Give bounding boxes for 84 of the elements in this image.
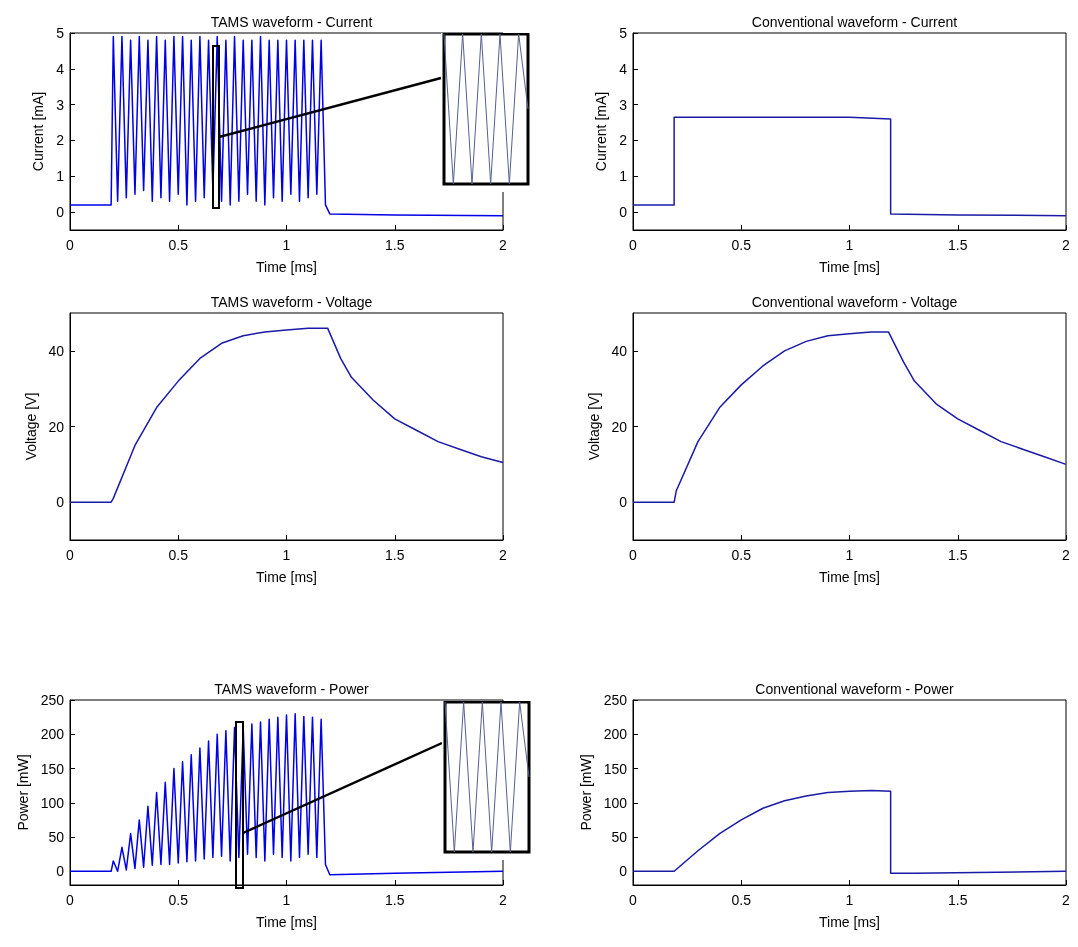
x-tick-label: 1 [282, 237, 291, 253]
line-series [632, 116, 1067, 217]
y-tick-label: 20 [611, 418, 628, 435]
x-axis-title: Time [ms] [819, 259, 880, 275]
line-series [69, 327, 504, 503]
y-tick-label: 2 [56, 132, 65, 149]
y-tick-label: 100 [40, 794, 65, 811]
y-tick-label: 200 [603, 726, 628, 743]
x-axis-title: Time [ms] [819, 914, 880, 930]
x-axis-title: Time [ms] [819, 569, 880, 585]
x-tick-label: 1.5 [385, 237, 405, 253]
y-tick-label: 250 [40, 692, 65, 708]
y-tick-label: 0 [619, 494, 628, 511]
y-tick-label: 4 [56, 60, 65, 77]
y-tick-label: 150 [40, 760, 65, 777]
y-tick-label: 20 [48, 418, 65, 435]
y-tick-label: 5 [619, 25, 628, 41]
x-tick-label: 2 [499, 237, 508, 253]
chart-title: TAMS waveform - Current [210, 14, 373, 30]
x-tick-label: 2 [1062, 237, 1071, 253]
y-axis-title: Voltage [V] [585, 392, 602, 461]
y-tick-label: 200 [40, 726, 65, 743]
x-tick-label: 1 [845, 547, 854, 563]
x-tick-label: 1.5 [948, 547, 968, 563]
y-tick-label: 3 [56, 96, 65, 113]
x-axis-title: Time [ms] [256, 914, 317, 930]
y-tick-label: 50 [48, 829, 65, 846]
y-tick-label: 40 [48, 342, 65, 359]
y-tick-label: 3 [619, 96, 628, 113]
chart-title: TAMS waveform - Power [214, 681, 370, 697]
y-tick-label: 0 [56, 494, 65, 511]
x-tick-label: 0.5 [168, 547, 189, 563]
x-tick-label: 1 [845, 237, 854, 253]
y-tick-label: 0 [619, 204, 628, 221]
x-tick-label: 0.5 [731, 892, 752, 908]
x-tick-label: 1.5 [385, 892, 405, 908]
x-tick-label: 1 [845, 892, 854, 908]
x-tick-label: 2 [1062, 547, 1071, 563]
chart-title: Conventional waveform - Voltage [751, 294, 958, 310]
chart-title: TAMS waveform - Voltage [210, 294, 373, 310]
y-axis-title: Power [mW] [14, 754, 31, 831]
x-axis-title: Time [ms] [256, 259, 317, 275]
y-tick-label: 5 [56, 25, 65, 41]
y-tick-label: 2 [619, 132, 628, 149]
x-tick-label: 2 [1062, 892, 1071, 908]
y-tick-label: 1 [619, 168, 628, 185]
line-series [632, 789, 1067, 875]
x-tick-label: 0 [66, 237, 75, 253]
x-tick-label: 1.5 [385, 547, 405, 563]
x-tick-label: 0 [629, 892, 638, 908]
y-axis-title: Voltage [V] [22, 392, 39, 461]
line-series [69, 35, 504, 217]
y-tick-label: 0 [56, 863, 65, 880]
x-axis-title: Time [ms] [256, 569, 317, 585]
x-tick-label: 0 [66, 892, 75, 908]
y-tick-label: 4 [619, 60, 628, 77]
x-tick-label: 1.5 [948, 237, 968, 253]
y-axis-title: Current [mA] [30, 91, 46, 172]
x-tick-label: 1.5 [948, 892, 968, 908]
line-series [632, 331, 1067, 503]
y-axis-title: Current [mA] [593, 91, 609, 172]
x-tick-label: 2 [499, 547, 508, 563]
y-tick-label: 0 [56, 204, 65, 221]
x-tick-label: 0 [629, 237, 638, 253]
y-tick-label: 250 [603, 692, 628, 708]
chart-title: Conventional waveform - Power [755, 681, 955, 697]
x-tick-label: 0.5 [168, 237, 189, 253]
y-tick-label: 1 [56, 168, 65, 185]
y-tick-label: 0 [619, 863, 628, 880]
x-tick-label: 2 [499, 892, 508, 908]
y-tick-label: 150 [603, 760, 628, 777]
y-tick-label: 40 [611, 342, 628, 359]
x-tick-label: 0.5 [731, 237, 752, 253]
x-tick-label: 1 [282, 547, 291, 563]
x-tick-label: 0 [66, 547, 75, 563]
x-tick-label: 0.5 [168, 892, 189, 908]
x-tick-label: 1 [282, 892, 291, 908]
y-tick-label: 50 [611, 829, 628, 846]
chart-title: Conventional waveform - Current [751, 14, 958, 30]
y-axis-title: Power [mW] [577, 754, 594, 831]
line-series [69, 712, 504, 876]
y-tick-label: 100 [603, 794, 628, 811]
x-tick-label: 0.5 [731, 547, 752, 563]
x-tick-label: 0 [629, 547, 638, 563]
